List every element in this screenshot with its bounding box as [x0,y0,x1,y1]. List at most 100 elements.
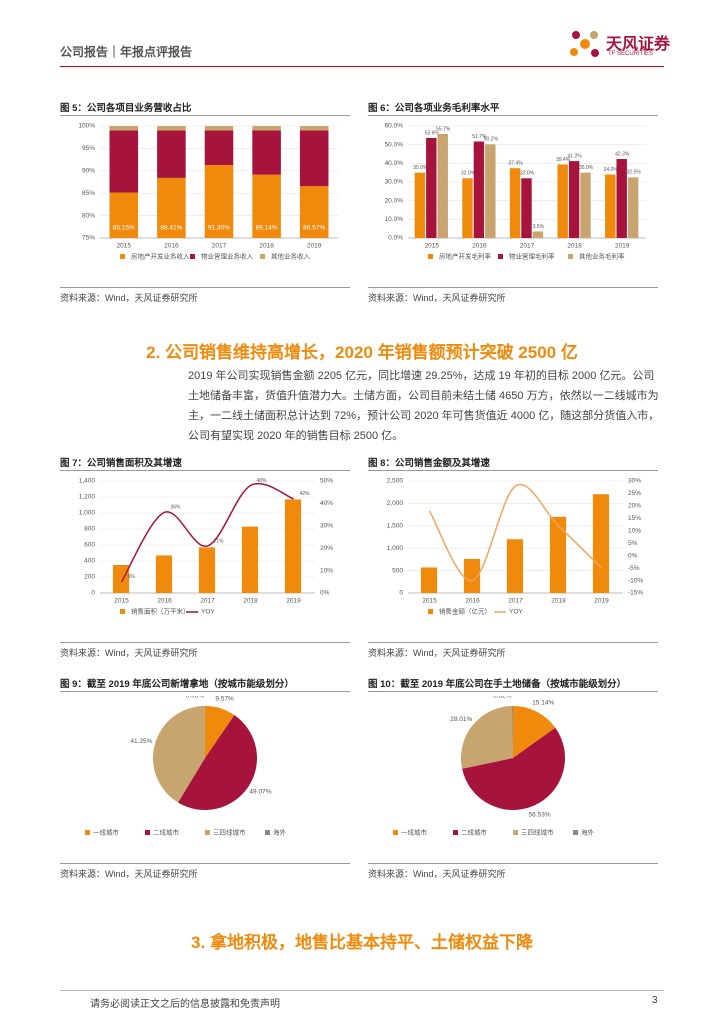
figure-source: 资料来源：Wind，天风证券研究所 [368,648,506,658]
line [428,483,603,582]
bar-segment [157,177,186,238]
legend-label: 其他业务收入 [271,252,311,261]
figure-title: 图 10：截至 2019 年底公司在手土地储备（按城市能级划分） [368,679,627,690]
legend-label: 一线城市 [93,828,120,837]
y-tick-label: 85% [82,190,95,197]
figure-source: 资料来源：Wind，天风证券研究所 [60,293,198,303]
y-tick-label: 500 [392,567,403,574]
y-tick-label: 600 [84,542,95,549]
y2-tick-label: -5% [628,565,640,572]
y-tick-label: 0.0% [388,235,403,242]
figure-title: 图 8：公司销售金额及其增速 [368,458,490,469]
bar [521,178,532,238]
data-label: 85.15% [113,225,135,232]
bar-segment [157,130,186,178]
bar-segment [299,186,329,238]
chart: 0.0% 10.0% 20.0% 30.0% 40.0% 50.0% 60.0% 2015 20… [385,123,646,261]
y-tick-label: 400 [84,558,95,565]
brand-en: TF SECURITIES [608,51,654,57]
legend-swatch [190,254,195,259]
legend-swatch [568,254,573,259]
y2-tick-label: 5% [628,540,638,547]
legend-swatch [428,254,433,259]
x-tick-label: 2016 [157,598,172,605]
bar-segment [252,126,281,131]
legend-label: 海外 [581,828,595,837]
y-tick-label: 60.0% [385,123,404,130]
chart: 0 200 400 600 800 1,000 1,200 1,400 0% 10% 20% 30% 4… [79,478,334,616]
y-tick-label: 50.0% [385,141,404,148]
y2-tick-label: 40% [320,500,333,507]
data-label: 21% [214,538,225,544]
data-label: 9.57% [215,696,234,703]
bar [241,526,259,593]
legend-swatch [85,830,90,835]
bar-segment [204,164,234,238]
figure-title: 图 5：公司各项目业务营收占比 [60,103,192,114]
bar-segment [299,126,329,131]
figure-title: 图 9：截至 2019 年底公司新增拿地（按城市能级划分） [60,679,294,690]
figure-source: 资料来源：Wind，天风证券研究所 [368,869,506,879]
bar [580,172,591,238]
legend-swatch [205,830,210,835]
x-tick-label: 2017 [508,598,523,605]
y-tick-label: 75% [82,235,95,242]
y2-tick-label: 10% [628,527,641,534]
y-tick-label: 1,000 [387,545,404,552]
data-label: 55.7% [436,126,451,132]
bar-segment [157,126,186,131]
data-label: 28.01% [450,716,472,723]
x-tick-label: 2017 [212,243,227,250]
data-label: 49.07% [249,788,271,795]
legend-swatch [120,609,125,614]
bar [616,159,627,238]
x-tick-label: 2019 [615,243,630,250]
brand: 天风证券 [606,36,671,53]
figure-rule [368,287,658,288]
y2-tick-label: 0% [320,590,330,597]
pie-slice [513,706,556,758]
x-tick-label: 2018 [551,598,566,605]
y-tick-label: 200 [84,574,95,581]
figure-rule [60,115,350,116]
x-tick-label: 2016 [465,598,480,605]
x-tick-label: 2018 [567,243,582,250]
y2-tick-label: 30% [320,523,333,530]
y2-tick-label: 25% [628,490,641,497]
y-tick-label: 95% [82,145,95,152]
bar [509,168,521,238]
legend-label: 海外 [273,828,287,837]
y-tick-label: 20.0% [385,197,404,204]
data-label: 39.4% [556,157,571,163]
pie-slice [205,706,235,758]
y-tick-label: 800 [84,526,95,533]
y2-tick-label: -15% [628,590,643,597]
pie-slice [461,706,513,769]
y-tick-label: 1,000 [79,510,96,517]
figure-rule [60,642,350,643]
data-label: 0.06% [186,696,205,700]
header-rule [60,66,664,67]
y2-tick-label: 15% [628,515,641,522]
x-tick-label: 2018 [259,243,274,250]
bar [568,161,580,238]
legend-label: 二线城市 [461,828,488,837]
figure-source: 资料来源：Wind，天风证券研究所 [60,648,198,658]
legend-swatch [428,609,433,614]
bar [485,144,496,238]
legend-swatch [513,830,518,835]
chart: 0 500 1,000 1,500 2,000 2,500 -15% -10% -5% 0% 5% 1… [387,478,644,616]
y-tick-label: 90% [82,168,95,175]
data-label: 42.3% [615,151,630,157]
legend-swatch [260,254,265,259]
bar [112,565,130,593]
figure-rule [60,470,350,471]
chart: 75% 80% 85% 90% 95% 100% 2015 2016 2017 2018 2019 8… [78,123,338,261]
section-title: 2. 公司销售维持高增长，2020 年销售额预计突破 2500 亿 [146,343,578,362]
paragraph: 2019 年公司实现销售金额 2205 亿元，同比增速 29.25%，达成 19… [188,370,660,442]
data-label: 89.14% [256,225,278,232]
y-tick-label: 100% [78,123,95,130]
legend-swatch [145,830,150,835]
y2-tick-label: 30% [628,478,641,485]
y2-tick-label: -10% [628,577,643,584]
